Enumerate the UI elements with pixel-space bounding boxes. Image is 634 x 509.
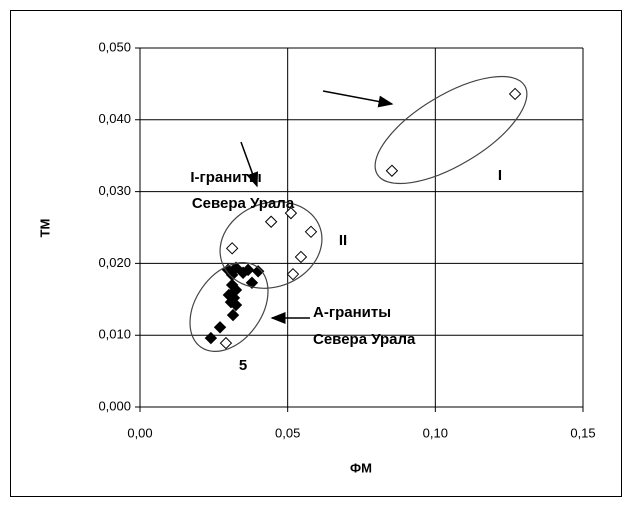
data-point	[251, 265, 265, 278]
arrow	[322, 90, 394, 108]
x-tick-label: 0,00	[127, 425, 152, 440]
annotation: Севера Урала	[313, 331, 416, 348]
data-point	[229, 261, 243, 274]
data-point	[286, 267, 300, 281]
annotation: Севера Урала	[192, 195, 295, 212]
x-tick-label: 0,15	[570, 425, 595, 440]
y-tick-label: 0,010	[98, 327, 131, 342]
annotation: А-граниты	[313, 304, 391, 321]
data-point	[229, 283, 243, 297]
annotation: I	[498, 167, 502, 184]
data-point	[241, 263, 255, 277]
data-point	[213, 321, 227, 334]
y-tick-label: 0,050	[98, 39, 131, 54]
annotation: II	[339, 232, 347, 249]
data-point	[229, 298, 243, 312]
plot-area: 0,000 0,010 0,020 0,030 0,040 0,050 0,00 0,05 0,…	[98, 39, 595, 440]
y-tick-label: 0,030	[98, 183, 131, 198]
region-ellipse	[189, 262, 269, 352]
data-point	[385, 164, 399, 177]
y-tick-label: 0,000	[98, 398, 131, 413]
frame	[10, 10, 622, 497]
region-ellipse	[219, 201, 323, 289]
x-axis-label: ФМ	[350, 460, 372, 475]
data-point	[219, 336, 233, 350]
data-point	[508, 87, 522, 101]
region-ellipse	[374, 75, 528, 185]
x-tick-label: 0,10	[423, 425, 448, 440]
data-point	[245, 276, 259, 289]
data-point	[264, 215, 278, 228]
data-point	[226, 308, 240, 322]
annotation: I-граниты	[190, 169, 261, 186]
data-point	[294, 250, 308, 264]
y-axis-label: ТМ	[37, 219, 52, 238]
data-point	[222, 288, 236, 302]
y-tick-label: 0,020	[98, 255, 131, 270]
y-tick-label: 0,040	[98, 111, 131, 126]
arrows	[240, 90, 394, 324]
regions	[189, 75, 528, 352]
data-point	[225, 242, 239, 255]
data-point	[304, 225, 318, 239]
x-tick-label: 0,05	[275, 425, 300, 440]
arrow	[240, 141, 259, 188]
data-point	[284, 206, 298, 220]
annotation: 5	[239, 357, 247, 374]
data-point	[204, 331, 218, 345]
